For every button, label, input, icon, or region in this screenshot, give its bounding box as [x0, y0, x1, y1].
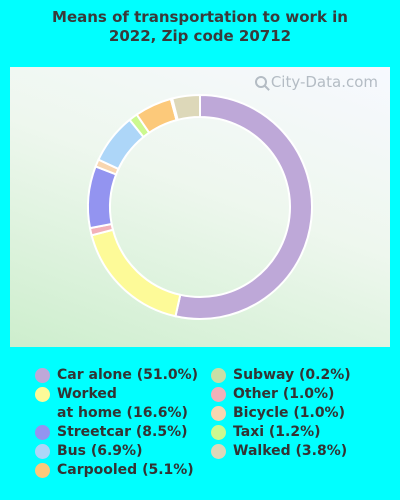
donut-slice-walked: [171, 93, 201, 122]
legend-item-subway: Subway (0.2%): [211, 366, 396, 385]
chart-title-line1: Means of transportation to work in: [52, 8, 348, 26]
legend-item-taxi: Taxi (1.2%): [211, 423, 396, 442]
legend-swatch: [35, 368, 50, 383]
donut-slices: [87, 93, 313, 320]
watermark-text: City-Data.com: [270, 73, 378, 91]
legend-item-carpooled: Carpooled (5.1%): [35, 461, 220, 480]
legend-swatch: [35, 463, 50, 478]
legend-label: Other (1.0%): [233, 386, 335, 402]
legend-item-walked: Walked (3.8%): [211, 442, 396, 461]
donut-slice-worked-at-home: [90, 228, 182, 318]
legend-label: Car alone (51.0%): [57, 367, 199, 383]
legend-label: Streetcar (8.5%): [57, 424, 188, 440]
legend-swatch: [35, 444, 50, 459]
chart-title: Means of transportation to work in 2022,…: [0, 8, 400, 46]
legend-label: Bicycle (1.0%): [233, 405, 345, 421]
donut-slice-car-alone: [174, 93, 313, 320]
legend-label: Subway (0.2%): [233, 367, 351, 383]
chart-title-line2: 2022, Zip code 20712: [108, 27, 292, 45]
legend-swatch: [35, 387, 50, 402]
legend-item-other: Other (1.0%): [211, 385, 396, 404]
legend-column-2: Subway (0.2%) Other (1.0%) Bicycle (1.0%…: [211, 366, 396, 461]
legend-label: Carpooled (5.1%): [57, 462, 194, 478]
legend-swatch: [211, 368, 226, 383]
legend-label: Walked (3.8%): [233, 443, 348, 459]
legend-swatch: [211, 425, 226, 440]
legend-label: Taxi (1.2%): [233, 424, 321, 440]
legend-swatch: [35, 425, 50, 440]
legend-item-car-alone: Car alone (51.0%): [35, 366, 220, 385]
plot-area: City-Data.com: [10, 67, 390, 347]
legend-item-worked-at-home: Worked at home (16.6%): [35, 385, 220, 423]
legend-swatch: [211, 387, 226, 402]
legend-item-bus: Bus (6.9%): [35, 442, 220, 461]
legend-swatch: [211, 406, 226, 421]
donut-slice-streetcar: [87, 165, 118, 230]
legend-label-line2: at home (16.6%): [57, 405, 188, 421]
legend-column-1: Car alone (51.0%) Worked at home (16.6%)…: [35, 366, 220, 480]
legend-label: Worked: [57, 386, 117, 402]
legend-swatch: [211, 444, 226, 459]
watermark: City-Data.com: [254, 73, 378, 91]
legend-item-bicycle: Bicycle (1.0%): [211, 404, 396, 423]
legend-item-streetcar: Streetcar (8.5%): [35, 423, 220, 442]
donut-chart: [87, 93, 313, 320]
legend-label: Bus (6.9%): [57, 443, 143, 459]
magnifier-icon: [254, 76, 267, 88]
